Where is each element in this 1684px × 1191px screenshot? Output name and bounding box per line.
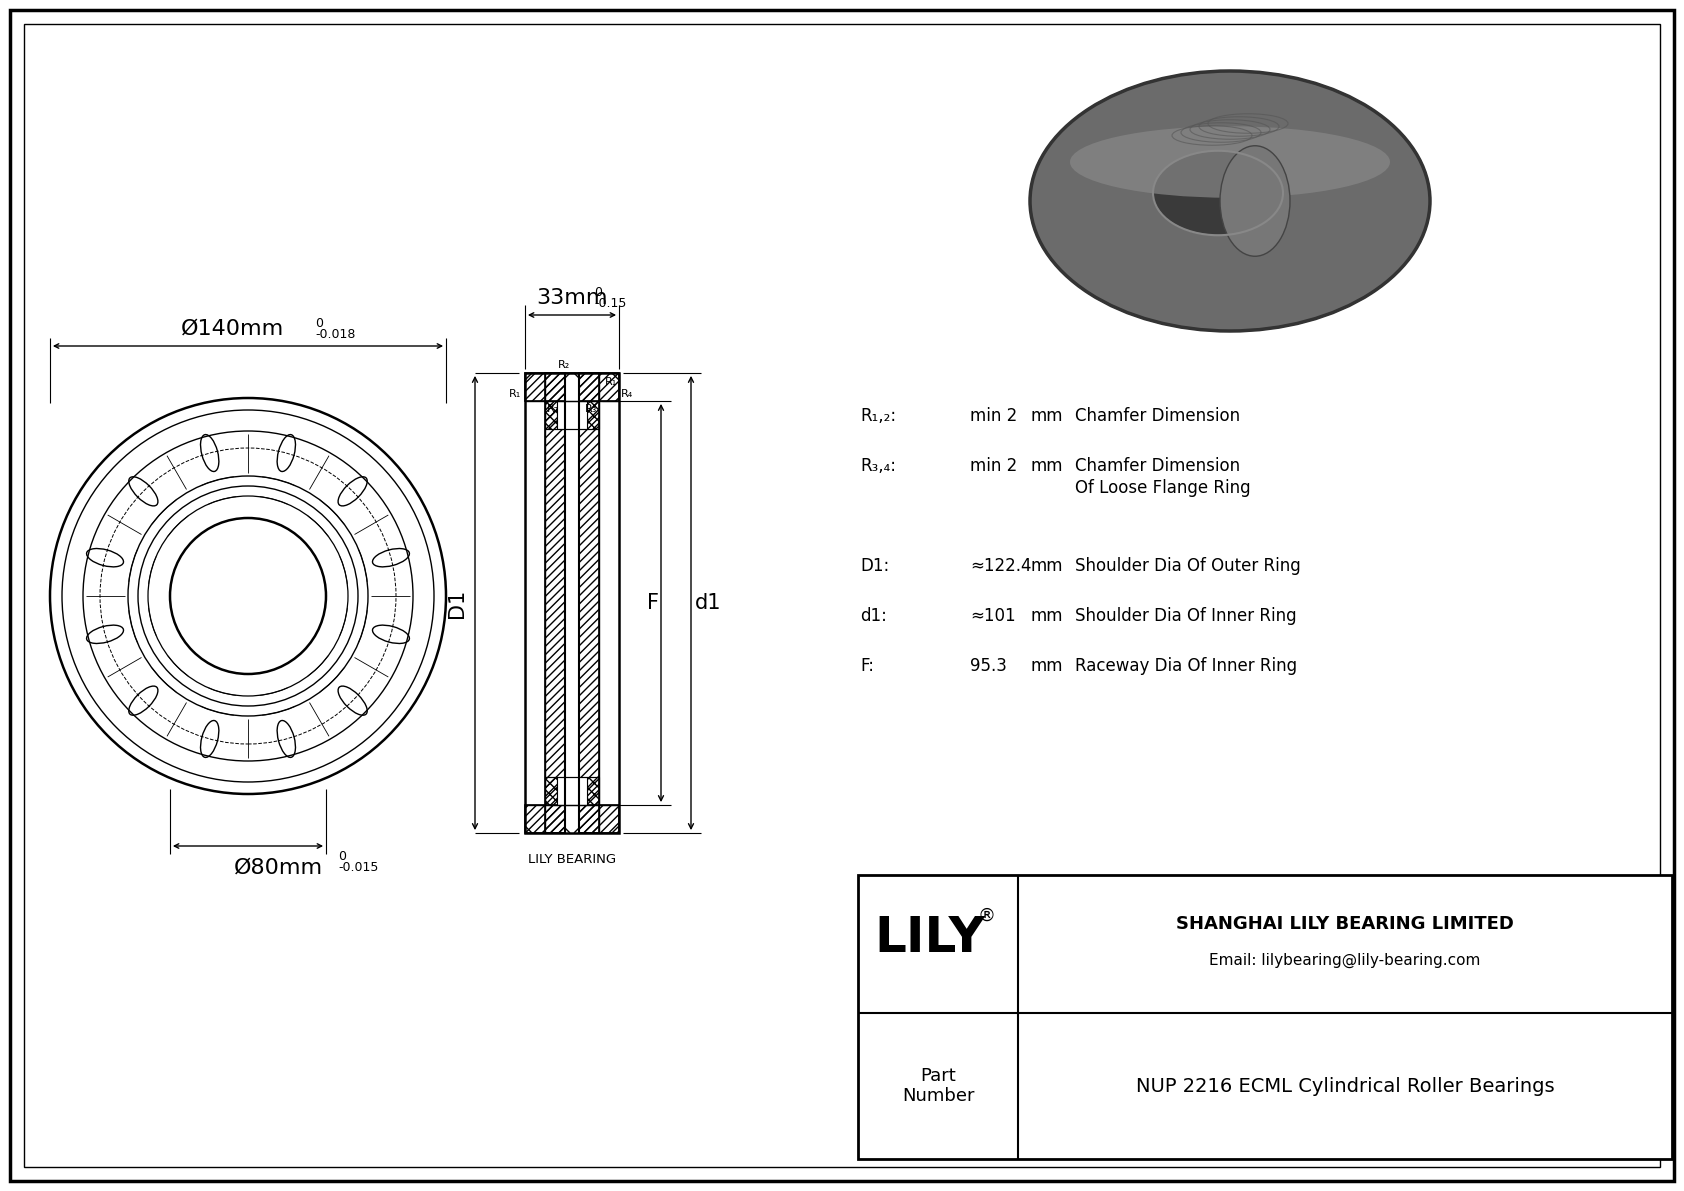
Text: d1: d1 bbox=[695, 593, 721, 613]
Bar bbox=[557, 777, 588, 805]
Text: R₁: R₁ bbox=[509, 389, 520, 399]
Ellipse shape bbox=[1154, 151, 1283, 236]
Text: 95.3: 95.3 bbox=[970, 657, 1007, 675]
Bar bbox=[859, 875, 1672, 1159]
Text: ®: ® bbox=[977, 908, 995, 925]
Text: mm: mm bbox=[1031, 657, 1063, 675]
Text: 0: 0 bbox=[594, 286, 601, 299]
Text: Ø140mm: Ø140mm bbox=[182, 319, 285, 339]
Text: Chamfer Dimension: Chamfer Dimension bbox=[1074, 407, 1239, 425]
Text: D1: D1 bbox=[446, 588, 466, 618]
Text: NUP 2216 ECML Cylindrical Roller Bearings: NUP 2216 ECML Cylindrical Roller Bearing… bbox=[1135, 1077, 1554, 1096]
Text: R₄: R₄ bbox=[621, 389, 633, 399]
Text: F:: F: bbox=[861, 657, 874, 675]
Text: mm: mm bbox=[1031, 557, 1063, 575]
Bar bbox=[557, 401, 588, 429]
Ellipse shape bbox=[1069, 126, 1389, 198]
Text: ≈122.4: ≈122.4 bbox=[970, 557, 1032, 575]
Text: mm: mm bbox=[1031, 607, 1063, 625]
Text: R₂: R₂ bbox=[547, 404, 559, 414]
Text: Of Loose Flange Ring: Of Loose Flange Ring bbox=[1074, 479, 1251, 497]
Text: -0.15: -0.15 bbox=[594, 297, 626, 310]
Text: min 2: min 2 bbox=[970, 457, 1017, 475]
Text: R₃,₄:: R₃,₄: bbox=[861, 457, 896, 475]
Text: min 2: min 2 bbox=[970, 407, 1017, 425]
Bar bbox=[566, 373, 579, 833]
Text: 0: 0 bbox=[338, 850, 345, 863]
Text: R₂: R₂ bbox=[557, 360, 571, 370]
Text: Ø80mm: Ø80mm bbox=[234, 858, 323, 878]
Text: LILY: LILY bbox=[874, 913, 985, 962]
Text: F: F bbox=[647, 593, 658, 613]
Ellipse shape bbox=[1031, 71, 1430, 331]
Text: -0.018: -0.018 bbox=[315, 328, 355, 341]
Text: R₁,₂:: R₁,₂: bbox=[861, 407, 896, 425]
Text: mm: mm bbox=[1031, 407, 1063, 425]
Text: R₃: R₃ bbox=[584, 404, 598, 414]
Text: Raceway Dia Of Inner Ring: Raceway Dia Of Inner Ring bbox=[1074, 657, 1297, 675]
Text: Part
Number: Part Number bbox=[901, 1067, 975, 1105]
Text: ≈101: ≈101 bbox=[970, 607, 1015, 625]
Text: 33mm: 33mm bbox=[536, 288, 608, 308]
Text: d1:: d1: bbox=[861, 607, 887, 625]
Text: mm: mm bbox=[1031, 457, 1063, 475]
Text: Shoulder Dia Of Inner Ring: Shoulder Dia Of Inner Ring bbox=[1074, 607, 1297, 625]
Text: LILY BEARING: LILY BEARING bbox=[529, 853, 616, 866]
Text: R₁: R₁ bbox=[605, 378, 616, 387]
Text: 0: 0 bbox=[315, 317, 323, 330]
Text: -0.015: -0.015 bbox=[338, 861, 379, 874]
Text: Shoulder Dia Of Outer Ring: Shoulder Dia Of Outer Ring bbox=[1074, 557, 1300, 575]
Ellipse shape bbox=[1219, 145, 1290, 256]
Text: SHANGHAI LILY BEARING LIMITED: SHANGHAI LILY BEARING LIMITED bbox=[1175, 915, 1514, 933]
Text: Chamfer Dimension: Chamfer Dimension bbox=[1074, 457, 1239, 475]
Text: Email: lilybearing@lily-bearing.com: Email: lilybearing@lily-bearing.com bbox=[1209, 953, 1480, 967]
Text: D1:: D1: bbox=[861, 557, 889, 575]
Bar bbox=[525, 373, 620, 833]
